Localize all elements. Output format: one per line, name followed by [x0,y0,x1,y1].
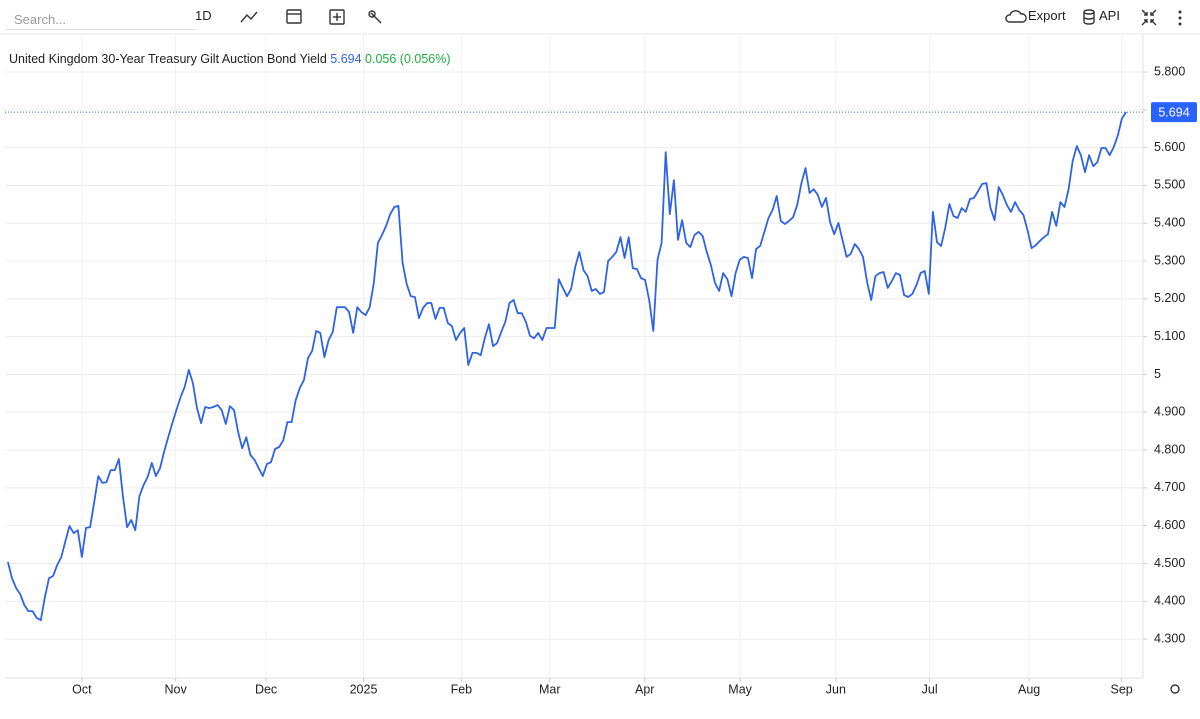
x-tick-label: May [728,682,752,696]
y-tick-label: 4.500 [1154,556,1185,570]
interval-button[interactable]: 1D [195,8,212,23]
api-icon[interactable] [1083,9,1095,15]
change: 0.056 (0.056%) [365,52,451,66]
y-tick-label: 5 [1154,367,1161,381]
x-tick-label: Sep [1110,682,1132,696]
y-tick-label: 5.600 [1154,140,1185,154]
y-tick-label: 4.700 [1154,480,1185,494]
y-tick-label: 5.100 [1154,329,1185,343]
y-tick-label: 5.200 [1154,291,1185,305]
x-tick-label: Feb [451,682,473,696]
y-tick-label: 5.800 [1154,64,1185,78]
y-tick-label: 5.400 [1154,216,1185,230]
add-icon[interactable] [329,9,345,25]
legend: United Kingdom 30-Year Treasury Gilt Auc… [9,52,451,66]
y-tick-label: 4.400 [1154,594,1185,608]
x-tick-label: Dec [255,682,277,696]
x-tick-label: Aug [1018,682,1040,696]
calendar-icon[interactable] [286,9,302,24]
last-value: 5.694 [330,52,362,66]
x-tick-label: Mar [539,682,561,696]
toolbar-icons [240,9,1180,694]
y-tick-label: 4.800 [1154,442,1185,456]
x-tick-label: Nov [165,682,188,696]
x-tick-label: Oct [72,682,92,696]
fullscreen-icon[interactable] [1141,9,1157,26]
settings-icon[interactable] [370,12,382,24]
y-tick-label: 5.300 [1154,253,1185,267]
x-tick-label: Apr [635,682,654,696]
x-tick-label: Jul [922,682,938,696]
series-line [7,111,1127,622]
y-tick-label: 4.300 [1154,631,1185,645]
x-tick-label: Jun [826,682,846,696]
api-button[interactable]: API [1099,8,1120,23]
y-tick-label: 5.500 [1154,178,1185,192]
last-value-label: 5.694 [1158,105,1189,119]
menu-icon[interactable] [1178,10,1182,26]
series-name: United Kingdom 30-Year Treasury Gilt Auc… [9,52,327,66]
x-tick-label: 2025 [350,682,378,696]
search-box[interactable]: Search... [6,4,196,30]
line-icon[interactable] [240,11,258,23]
gear-icon[interactable] [1170,684,1180,694]
export-icon[interactable] [1005,10,1027,23]
y-tick-label: 4.600 [1154,518,1185,532]
y-tick-label: 4.900 [1154,405,1185,419]
last-value-box [1151,102,1197,123]
export-button[interactable]: Export [1028,8,1066,23]
